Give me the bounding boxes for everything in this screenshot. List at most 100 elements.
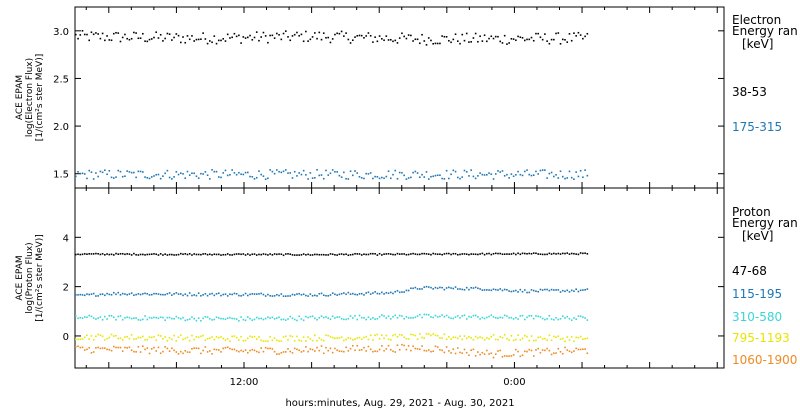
data-point [385,35,388,37]
data-point [233,253,236,256]
data-point [124,346,126,349]
data-point [117,346,120,349]
data-point [586,174,589,177]
data-point [284,351,287,353]
data-point [97,333,99,336]
data-point [448,316,450,319]
data-point [405,178,408,180]
data-point [146,318,149,321]
data-point [559,291,562,293]
data-point [289,350,292,353]
data-point [510,290,513,293]
data-point [454,286,457,288]
data-point [280,340,283,342]
data-point [177,34,180,37]
x-axis-label: hours:minutes, Aug. 29, 2021 - Aug. 30, … [285,398,514,409]
data-point [398,348,401,351]
data-point [224,40,227,42]
data-point [410,317,412,319]
data-point [318,292,321,295]
data-point [575,35,577,37]
data-point [412,40,414,42]
data-point [494,317,497,319]
data-point [407,289,410,292]
data-point [204,346,207,348]
data-point [376,40,379,43]
data-point [347,336,350,339]
data-point [253,318,256,321]
data-point [171,253,173,256]
data-point [121,350,124,352]
data-point [215,316,218,318]
data-point [383,349,385,352]
data-point [247,36,249,39]
data-point [104,169,106,172]
data-point [284,319,287,321]
data-point [360,292,363,295]
data-point [372,350,374,353]
data-point [528,252,531,255]
data-point [142,293,144,295]
data-point [553,38,555,41]
data-point [354,36,356,38]
data-point [349,315,352,317]
data-point [488,353,490,355]
data-point [255,338,258,341]
data-point [164,253,166,255]
data-point [503,253,506,255]
data-point [209,350,211,352]
data-point [215,335,218,338]
data-point [235,318,238,320]
data-point [302,169,305,172]
data-point [539,316,542,318]
data-point [264,346,267,349]
data-point [309,338,312,340]
data-point [557,32,560,34]
data-point [358,34,361,37]
data-point [387,170,390,173]
data-point [150,38,153,40]
data-point [258,351,260,354]
data-point [497,35,499,38]
data-point [249,254,251,256]
data-point [537,253,539,255]
data-point [130,254,133,256]
data-point [267,254,269,256]
data-point [325,254,327,256]
data-point [164,37,166,40]
data-point [512,290,515,292]
data-point [523,289,526,291]
data-point [264,253,267,256]
data-point [586,352,589,355]
data-point [394,253,397,256]
data-point [137,37,140,40]
data-point [247,337,249,340]
data-point [381,314,383,316]
data-point [383,315,385,317]
data-point [430,316,432,318]
data-point [423,40,426,42]
data-point [555,316,557,319]
data-point [539,351,542,354]
data-point [586,319,589,321]
data-point [200,253,202,256]
data-point [186,253,189,256]
data-point [88,169,91,172]
data-point [396,335,399,338]
data-point [414,38,417,41]
data-point [179,350,182,353]
data-point [369,334,372,337]
data-point [179,41,182,44]
data-point [155,173,158,176]
data-point [403,317,405,320]
data-point [582,176,584,179]
data-point [508,42,510,44]
data-point [530,252,533,255]
data-point [452,252,455,255]
data-point [410,349,412,352]
data-point [396,42,399,44]
data-point [526,252,528,255]
data-point [494,338,497,341]
data-point [443,253,446,255]
data-point [119,337,122,340]
